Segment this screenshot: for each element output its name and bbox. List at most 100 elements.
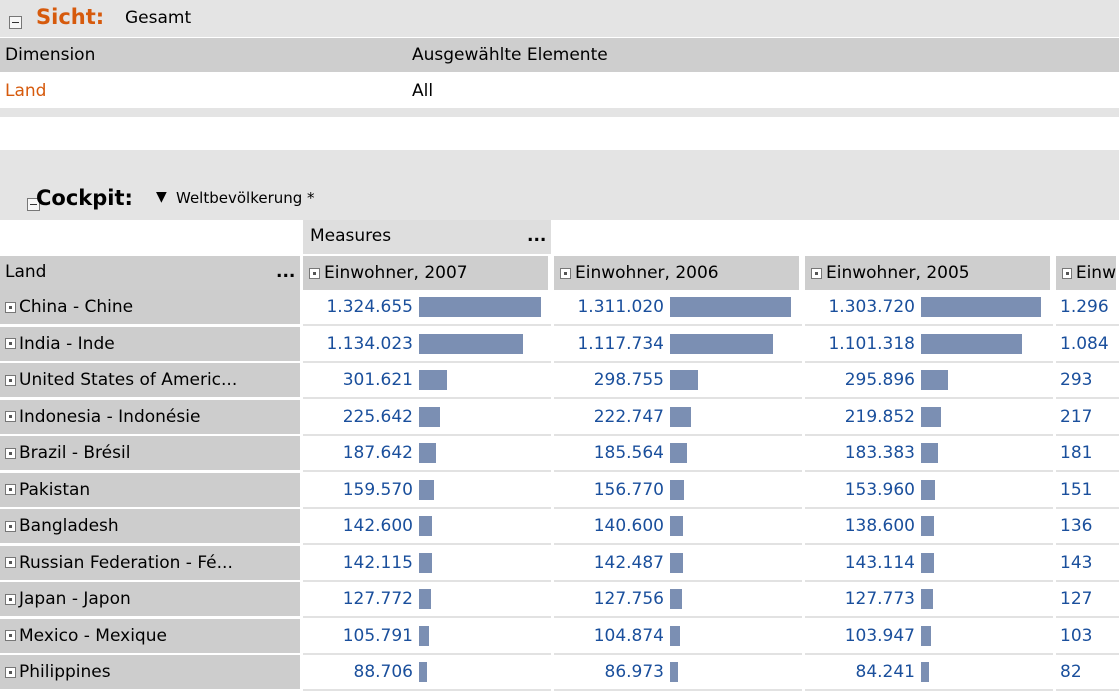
- value-number: 151: [1060, 479, 1093, 500]
- value-cell[interactable]: 183.383: [805, 436, 1053, 472]
- value-cell[interactable]: 103.947: [805, 619, 1053, 655]
- value-cell[interactable]: 185.564: [554, 436, 802, 472]
- cockpit-header: [0, 150, 1119, 220]
- expand-icon[interactable]: [5, 374, 16, 386]
- value-bar: [921, 406, 941, 427]
- value-number: 1.117.734: [577, 333, 664, 354]
- value-bar: [921, 552, 934, 573]
- selected-elements-value[interactable]: All: [412, 81, 434, 101]
- value-cell[interactable]: 1.101.318: [805, 327, 1053, 363]
- cockpit-collapse-icon[interactable]: [27, 197, 41, 211]
- value-cell[interactable]: 105.791: [303, 619, 551, 655]
- value-cell[interactable]: 187.642: [303, 436, 551, 472]
- expand-icon[interactable]: [5, 557, 16, 568]
- value-number: 103: [1060, 625, 1093, 646]
- column-header[interactable]: Einwohner, 2007: [303, 256, 551, 290]
- value-cell[interactable]: 1.296: [1056, 290, 1119, 326]
- value-cell[interactable]: 1.303.720: [805, 290, 1053, 326]
- value-number: 103.947: [844, 625, 915, 646]
- expand-icon[interactable]: [5, 520, 16, 532]
- expand-icon[interactable]: [5, 301, 16, 313]
- row-dimension-ellipsis[interactable]: ...: [276, 262, 296, 282]
- column-header[interactable]: Einw: [1056, 256, 1119, 290]
- value-number: 219.852: [844, 406, 915, 427]
- measures-menu-ellipsis[interactable]: ...: [527, 226, 547, 246]
- expand-icon[interactable]: [309, 267, 320, 279]
- value-cell[interactable]: 136: [1056, 509, 1119, 545]
- expand-icon[interactable]: [5, 447, 16, 459]
- value-number: 298.755: [593, 370, 664, 390]
- row-label[interactable]: China - Chine: [0, 290, 300, 326]
- value-cell[interactable]: 142.115: [303, 546, 551, 582]
- value-cell[interactable]: 127.772: [303, 582, 551, 618]
- value-cell[interactable]: 142.487: [554, 546, 802, 582]
- value-cell[interactable]: 1.084: [1056, 327, 1119, 363]
- row-label[interactable]: India - Inde: [0, 326, 300, 363]
- row-label[interactable]: Russian Federation - Fé...: [0, 545, 300, 582]
- expand-icon[interactable]: [5, 593, 16, 605]
- row-label[interactable]: Indonesia - Indonésie: [0, 399, 300, 436]
- row-label[interactable]: United States of Americ...: [0, 363, 300, 399]
- row-label[interactable]: Brazil - Brésil: [0, 436, 300, 472]
- expand-icon[interactable]: [560, 267, 571, 279]
- value-bar: [670, 589, 682, 609]
- value-cell[interactable]: 225.642: [303, 400, 551, 436]
- row-label-text: China - Chine: [19, 297, 134, 317]
- value-bar: [419, 297, 541, 317]
- value-cell[interactable]: 138.600: [805, 509, 1053, 545]
- value-cell[interactable]: 127: [1056, 582, 1119, 618]
- value-cell[interactable]: 222.747: [554, 400, 802, 436]
- dimension-land-link[interactable]: Land: [5, 81, 47, 101]
- row-label[interactable]: Japan - Japon: [0, 582, 300, 618]
- sicht-title: Sicht:: [36, 5, 105, 29]
- view-name[interactable]: Weltbevölkerung *: [176, 189, 315, 207]
- value-cell[interactable]: 127.773: [805, 582, 1053, 618]
- column-header[interactable]: Einwohner, 2006: [554, 256, 802, 290]
- value-cell[interactable]: 84.241: [805, 655, 1053, 691]
- expand-icon[interactable]: [1062, 267, 1072, 279]
- value-cell[interactable]: 1.134.023: [303, 327, 551, 363]
- row-label[interactable]: Bangladesh: [0, 509, 300, 545]
- value-cell[interactable]: 217: [1056, 400, 1119, 436]
- expand-icon[interactable]: [5, 666, 16, 678]
- value-cell[interactable]: 143: [1056, 546, 1119, 582]
- value-cell[interactable]: 143.114: [805, 546, 1053, 582]
- row-label[interactable]: Philippines: [0, 655, 300, 691]
- value-cell[interactable]: 103: [1056, 619, 1119, 655]
- expand-icon[interactable]: [811, 267, 822, 279]
- value-cell[interactable]: 181: [1056, 436, 1119, 472]
- value-cell[interactable]: 156.770: [554, 473, 802, 509]
- expand-icon[interactable]: [5, 411, 16, 422]
- expand-icon[interactable]: [5, 338, 16, 349]
- measures-header[interactable]: [303, 220, 551, 254]
- column-header[interactable]: Einwohner, 2005: [805, 256, 1053, 290]
- value-cell[interactable]: 104.874: [554, 619, 802, 655]
- value-cell[interactable]: 140.600: [554, 509, 802, 545]
- value-cell[interactable]: 159.570: [303, 473, 551, 509]
- value-cell[interactable]: 82: [1056, 655, 1119, 691]
- expand-icon[interactable]: [5, 630, 16, 641]
- view-dropdown-icon[interactable]: ▼: [156, 189, 167, 205]
- value-cell[interactable]: 295.896: [805, 363, 1053, 399]
- row-label[interactable]: Mexico - Mexique: [0, 618, 300, 655]
- value-cell[interactable]: 142.600: [303, 509, 551, 545]
- row-label-text: Indonesia - Indonésie: [19, 406, 201, 427]
- row-label[interactable]: Pakistan: [0, 472, 300, 509]
- value-cell[interactable]: 1.324.655: [303, 290, 551, 326]
- value-cell[interactable]: 1.311.020: [554, 290, 802, 326]
- sicht-collapse-icon[interactable]: [9, 15, 22, 29]
- row-dimension-header[interactable]: [0, 256, 300, 290]
- expand-icon[interactable]: [5, 484, 16, 495]
- value-bar: [921, 443, 938, 463]
- value-cell[interactable]: 219.852: [805, 400, 1053, 436]
- value-cell[interactable]: 153.960: [805, 473, 1053, 509]
- value-cell[interactable]: 298.755: [554, 363, 802, 399]
- value-cell[interactable]: 301.621: [303, 363, 551, 399]
- value-cell[interactable]: 86.973: [554, 655, 802, 691]
- value-cell[interactable]: 127.756: [554, 582, 802, 618]
- value-cell[interactable]: 293: [1056, 363, 1119, 399]
- value-cell[interactable]: 88.706: [303, 655, 551, 691]
- value-cell[interactable]: 1.117.734: [554, 327, 802, 363]
- value-cell[interactable]: 151: [1056, 473, 1119, 509]
- value-number: 1.296: [1060, 297, 1109, 317]
